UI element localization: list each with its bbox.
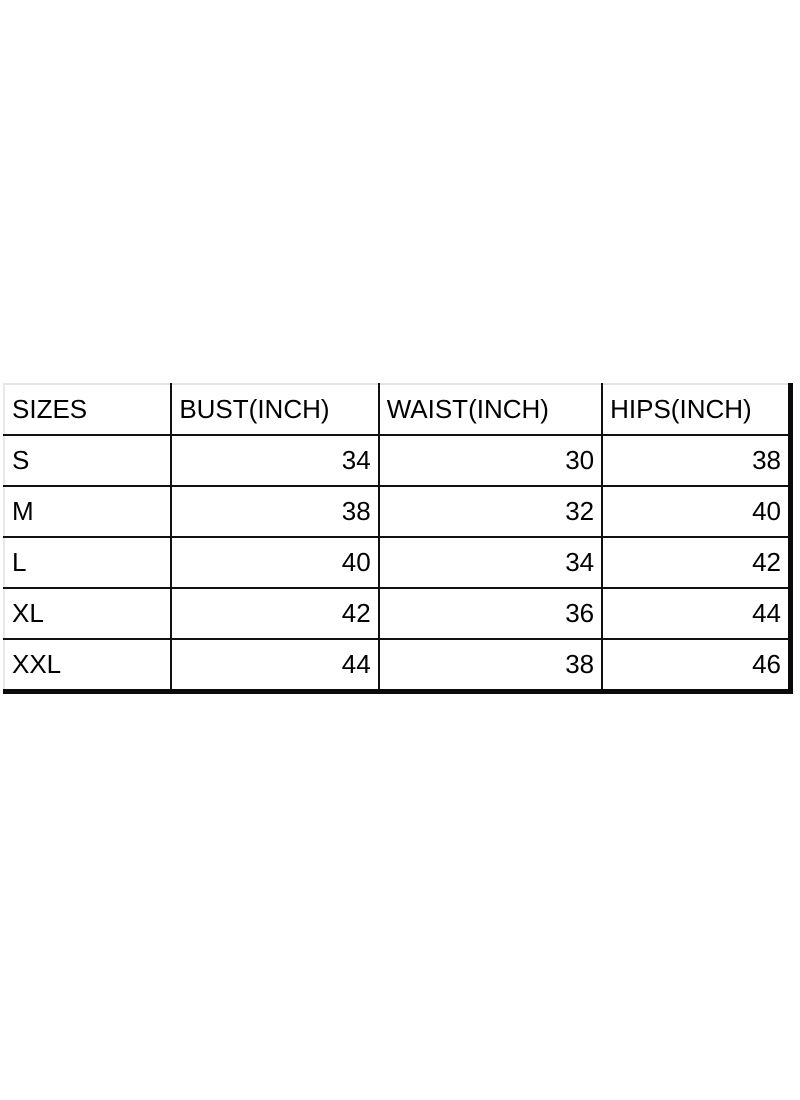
cell-hips: 40	[602, 486, 791, 538]
cell-bust: 34	[171, 435, 380, 487]
cell-size: S	[4, 435, 173, 487]
size-chart-body: S 34 30 38 M 38 32 40 L 40 34 42	[4, 435, 791, 692]
cell-waist: 32	[378, 486, 604, 538]
size-chart-container: SIZES BUST(INCH) WAIST(INCH) HIPS(INCH) …	[3, 383, 793, 694]
cell-bust: 42	[171, 588, 380, 640]
cell-size: XXL	[4, 639, 173, 692]
cell-size: L	[4, 537, 173, 589]
cell-bust: 40	[171, 537, 380, 589]
table-row: S 34 30 38	[4, 435, 791, 487]
cell-waist: 30	[378, 435, 604, 487]
table-row: XL 42 36 44	[4, 588, 791, 640]
cell-waist: 36	[378, 588, 604, 640]
cell-waist: 38	[378, 639, 604, 692]
table-row: L 40 34 42	[4, 537, 791, 589]
cell-bust: 38	[171, 486, 380, 538]
cell-hips: 46	[602, 639, 791, 692]
table-header-row: SIZES BUST(INCH) WAIST(INCH) HIPS(INCH)	[4, 384, 791, 436]
cell-waist: 34	[378, 537, 604, 589]
table-row: XXL 44 38 46	[4, 639, 791, 692]
size-chart-table: SIZES BUST(INCH) WAIST(INCH) HIPS(INCH) …	[3, 383, 793, 694]
cell-size: XL	[4, 588, 173, 640]
cell-hips: 44	[602, 588, 791, 640]
size-chart-header: SIZES BUST(INCH) WAIST(INCH) HIPS(INCH)	[4, 384, 791, 436]
column-header-bust: BUST(INCH)	[171, 384, 380, 436]
table-row: M 38 32 40	[4, 486, 791, 538]
column-header-hips: HIPS(INCH)	[602, 384, 791, 436]
cell-hips: 42	[602, 537, 791, 589]
column-header-sizes: SIZES	[4, 384, 173, 436]
cell-hips: 38	[602, 435, 791, 487]
cell-bust: 44	[171, 639, 380, 692]
cell-size: M	[4, 486, 173, 538]
column-header-waist: WAIST(INCH)	[378, 384, 604, 436]
